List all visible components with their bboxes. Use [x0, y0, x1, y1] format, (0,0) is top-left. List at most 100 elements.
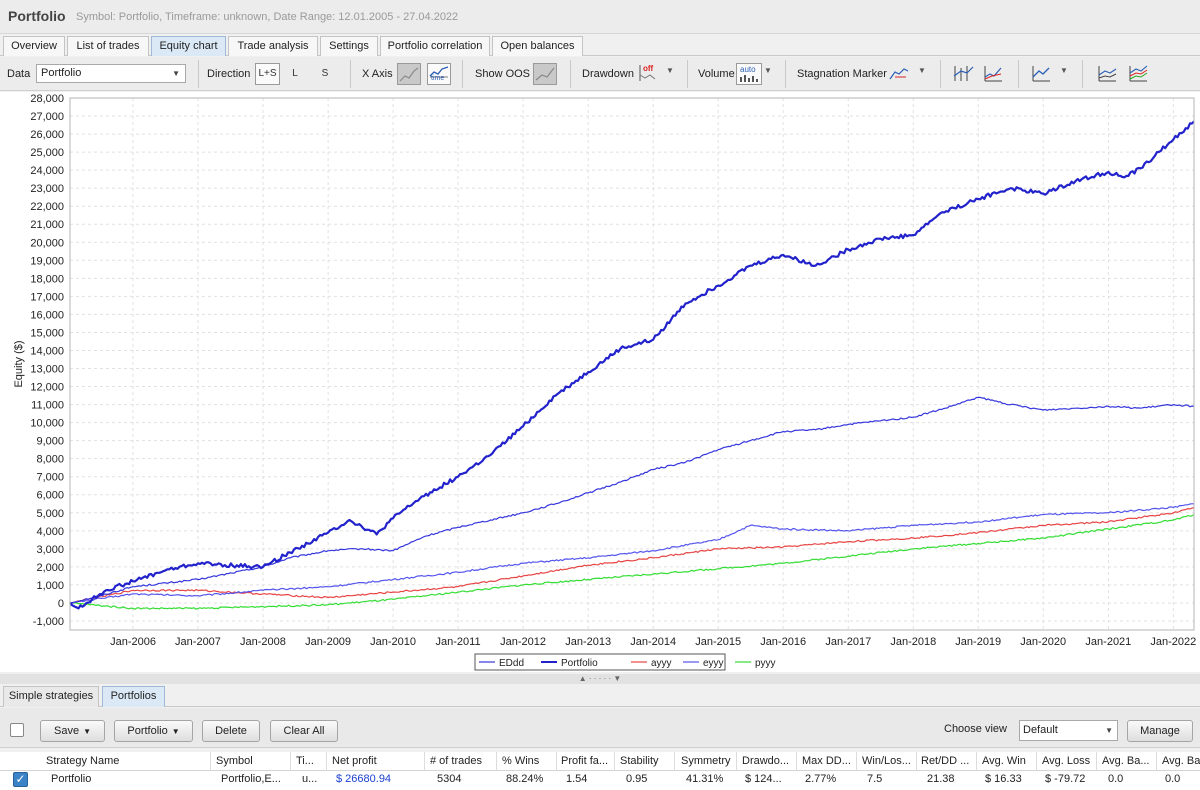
y-axis-ticks: -1,000 0 1,000 2,000 3,000 4,000 5,000 6,000 7,0…: [30, 93, 64, 628]
y-tick-label: 2,000: [36, 562, 64, 574]
table-cell: 88.24%: [506, 773, 544, 785]
data-select-value: Portfolio: [41, 67, 82, 79]
tab-settings[interactable]: Settings: [320, 36, 378, 56]
tab-list-of-trades[interactable]: List of trades: [67, 36, 149, 56]
direction-long-short-button[interactable]: L+S: [255, 63, 280, 85]
y-tick-label: 4,000: [36, 526, 64, 538]
column-header[interactable]: # of trades: [430, 755, 482, 767]
x-tick-label: Jan-2014: [630, 636, 676, 648]
tab-simple-strategies[interactable]: Simple strategies: [3, 686, 99, 707]
legend-item-label: ayyy: [651, 658, 672, 669]
toolbar-divider: [570, 60, 571, 88]
x-axis-time-icon[interactable]: time: [427, 63, 451, 85]
column-header[interactable]: Max DD...: [802, 755, 851, 767]
column-header[interactable]: Avg. Loss: [1042, 755, 1091, 767]
column-header[interactable]: Ret/DD ...: [921, 755, 970, 767]
line-chart-icon[interactable]: [982, 63, 1006, 85]
x-tick-label: Jan-2006: [110, 636, 156, 648]
portfolio-button[interactable]: Portfolio ▼: [114, 720, 193, 742]
y-tick-label: 14,000: [30, 345, 64, 357]
chart-type-icon[interactable]: [1030, 63, 1054, 85]
column-header[interactable]: Avg. Ba: [1162, 755, 1200, 767]
legend-box: [474, 653, 726, 671]
y-tick-label: 22,000: [30, 201, 64, 213]
table-row[interactable]: ✓ Portfolio Portfolio,E... u... $ 26680.…: [0, 771, 1200, 790]
column-header[interactable]: Ti...: [296, 755, 314, 767]
direction-long-button[interactable]: L: [292, 68, 298, 79]
all-strategies-chart-icon[interactable]: [1127, 63, 1151, 85]
save-button[interactable]: Save ▼: [40, 720, 105, 742]
tab-portfolio-correlation[interactable]: Portfolio correlation: [380, 36, 490, 56]
table-cell: $ 26680.94: [336, 773, 392, 785]
data-label: Data: [7, 68, 31, 80]
y-tick-label: 25,000: [30, 147, 64, 159]
column-header[interactable]: Symbol: [216, 755, 253, 767]
tab-portfolios[interactable]: Portfolios: [102, 686, 165, 707]
tab-overview[interactable]: Overview: [3, 36, 65, 56]
y-tick-label: 10,000: [30, 418, 64, 430]
tab-equity-chart[interactable]: Equity chart: [151, 36, 226, 56]
column-header[interactable]: Stability: [620, 755, 659, 767]
checkmark-icon[interactable]: ✓: [13, 772, 28, 787]
x-tick-label: Jan-2017: [825, 636, 871, 648]
data-select[interactable]: Portfolio ▼: [36, 64, 186, 83]
tab-open-balances[interactable]: Open balances: [492, 36, 583, 56]
y-tick-label: 7,000: [36, 472, 64, 484]
chevron-down-icon[interactable]: ▼: [918, 66, 926, 75]
plot-frame: [69, 97, 1195, 631]
legend-item-label: pyyy: [755, 658, 776, 669]
view-select[interactable]: Default ▼: [1019, 720, 1118, 741]
volume-icon[interactable]: auto: [736, 63, 762, 85]
multi-line-chart-icon[interactable]: [1096, 63, 1120, 85]
y-tick-label: 20,000: [30, 237, 64, 249]
column-header[interactable]: Profit fa...: [561, 755, 609, 767]
column-header[interactable]: Win/Los...: [862, 755, 911, 767]
x-axis-ticks: Jan-2006 Jan-2007 Jan-2008 Jan-2009 Jan-2010…: [110, 636, 1196, 648]
toolbar-divider: [785, 60, 786, 88]
column-divider: [674, 752, 675, 771]
drawdown-icon[interactable]: off: [637, 63, 661, 85]
column-header[interactable]: Drawdo...: [742, 755, 790, 767]
stagnation-marker-icon[interactable]: [888, 63, 912, 85]
chevron-down-icon[interactable]: ▼: [1060, 66, 1068, 75]
y-tick-label: 19,000: [30, 255, 64, 267]
y-tick-label: 24,000: [30, 165, 64, 177]
select-all-checkbox[interactable]: [10, 723, 24, 737]
x-tick-label: Jan-2007: [175, 636, 221, 648]
column-divider: [856, 752, 857, 771]
column-divider: [496, 752, 497, 771]
table-cell: Portfolio: [51, 773, 92, 785]
portfolio-button-label: Portfolio: [127, 725, 168, 737]
table-cell: u...: [302, 773, 318, 785]
chevron-down-icon[interactable]: ▼: [666, 66, 674, 75]
x-tick-label: Jan-2018: [890, 636, 936, 648]
column-header[interactable]: Symmetry: [681, 755, 731, 767]
panel-splitter[interactable]: ▲ · · · · · ▼: [0, 674, 1200, 684]
column-header[interactable]: % Wins: [502, 755, 540, 767]
chart-series: [69, 120, 1195, 610]
manage-button[interactable]: Manage: [1127, 720, 1193, 742]
table-cell: 1.54: [566, 773, 588, 785]
y-tick-label: 18,000: [30, 273, 64, 285]
title-bar: Portfolio Symbol: Portfolio, Timeframe: …: [0, 0, 1200, 34]
column-header[interactable]: Strategy Name: [46, 755, 120, 767]
bar-chart-icon[interactable]: [952, 63, 976, 85]
column-divider: [424, 752, 425, 771]
column-header[interactable]: Avg. Win: [982, 755, 1026, 767]
tab-trade-analysis[interactable]: Trade analysis: [228, 36, 318, 56]
drawdown-label: Drawdown: [582, 68, 634, 80]
y-axis-label: Equity ($): [13, 340, 25, 387]
show-oos-icon[interactable]: [533, 63, 557, 85]
column-divider: [796, 752, 797, 771]
clear-all-button[interactable]: Clear All: [270, 720, 338, 742]
y-tick-label: 0: [58, 598, 64, 610]
table-cell: 41.31%: [686, 773, 724, 785]
x-axis-trades-icon[interactable]: [397, 63, 421, 85]
chevron-down-icon[interactable]: ▼: [764, 66, 772, 75]
direction-short-button[interactable]: S: [321, 68, 329, 79]
save-button-label: Save: [54, 725, 80, 737]
column-header[interactable]: Avg. Ba...: [1102, 755, 1150, 767]
y-tick-label: 12,000: [30, 382, 64, 394]
delete-button[interactable]: Delete: [202, 720, 260, 742]
column-header[interactable]: Net profit: [332, 755, 377, 767]
